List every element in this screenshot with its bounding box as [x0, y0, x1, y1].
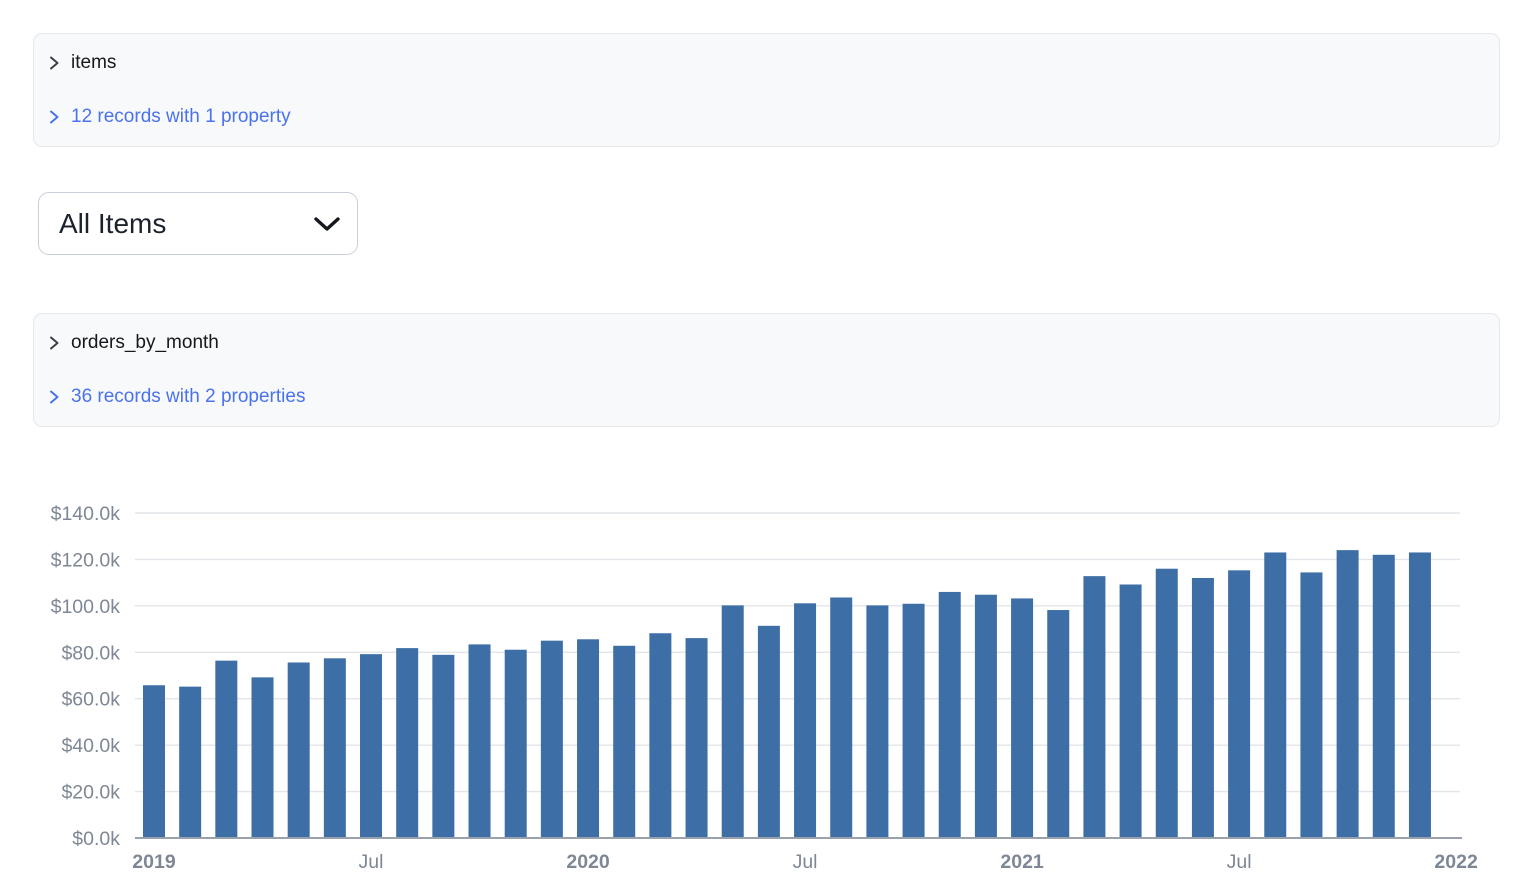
bar-2019-05 [287, 662, 310, 838]
bar-2021-05 [1155, 568, 1178, 838]
bar-2020-09 [866, 605, 889, 838]
items-records-toggle[interactable]: 12 records with 1 property [48, 104, 1478, 130]
x-tick-label: 2022 [1434, 851, 1478, 873]
bar-2021-06 [1191, 578, 1214, 838]
bar-2021-12 [1408, 552, 1431, 838]
bar-2019-04 [251, 677, 274, 838]
y-tick-label: $20.0k [61, 782, 120, 804]
y-tick-label: $80.0k [61, 642, 120, 664]
y-tick-label: $0.0k [72, 828, 120, 850]
records-summary-link: 12 records with 1 property [71, 106, 291, 127]
bar-2021-01 [1011, 598, 1034, 838]
bar-2019-06 [323, 658, 346, 838]
y-tick-label: $40.0k [61, 735, 120, 757]
bar-2020-12 [974, 594, 997, 838]
chevron-right-icon [50, 56, 59, 70]
bar-2019-02 [179, 686, 202, 838]
bar-2019-12 [540, 640, 563, 838]
bar-2020-05 [721, 605, 744, 838]
item-filter: All Items [38, 192, 358, 255]
items-result-panel: items 12 records with 1 property [33, 33, 1500, 147]
orders-bar-chart-svg: $0.0k $20.0k $40.0k $60.0k $80.0k $100.0k $120… [51, 503, 1478, 873]
bar-2020-01 [577, 639, 600, 838]
orders-result-panel: orders_by_month 36 records with 2 proper… [33, 313, 1500, 427]
orders-by-month-chart: $0.0k $20.0k $40.0k $60.0k $80.0k $100.0k $120… [33, 472, 1500, 884]
bar-2021-07 [1228, 570, 1251, 838]
bar-2020-03 [649, 633, 672, 838]
y-tick-label: $100.0k [51, 596, 121, 618]
collection-name: orders_by_month [71, 332, 219, 353]
y-tick-label: $140.0k [51, 503, 121, 525]
x-tick-label: Jul [359, 851, 384, 873]
orders-collection-toggle[interactable]: orders_by_month [48, 330, 1478, 356]
bar-2021-11 [1372, 554, 1395, 838]
bar-2019-09 [432, 654, 455, 838]
bar-2021-02 [1047, 610, 1070, 838]
bar-2021-03 [1083, 576, 1106, 838]
x-tick-label: 2020 [566, 851, 610, 873]
bar-2019-10 [468, 644, 491, 838]
item-filter-select[interactable]: All Items [38, 192, 358, 255]
bar-2019-07 [360, 654, 383, 838]
bar-2020-04 [685, 638, 708, 838]
orders-records-toggle[interactable]: 36 records with 2 properties [48, 384, 1478, 410]
bar-2019-08 [396, 648, 419, 838]
y-tick-label: $120.0k [51, 549, 121, 571]
x-tick-label: 2019 [132, 851, 176, 873]
bar-2020-11 [938, 591, 961, 838]
bar-2020-08 [830, 597, 853, 838]
bar-2019-03 [215, 660, 238, 838]
bar-2021-09 [1300, 572, 1323, 838]
y-tick-label: $60.0k [61, 689, 120, 711]
bar-2020-06 [757, 625, 780, 838]
bar-2020-10 [902, 603, 925, 838]
x-tick-label: Jul [793, 851, 818, 873]
bar-2021-10 [1336, 550, 1359, 838]
records-summary-link: 36 records with 2 properties [71, 386, 306, 407]
chevron-right-icon [50, 390, 59, 404]
x-tick-label: Jul [1227, 851, 1252, 873]
bar-2020-02 [613, 645, 636, 838]
bar-2020-07 [794, 603, 817, 838]
bar-2021-04 [1119, 584, 1142, 838]
bar-2021-08 [1264, 552, 1287, 838]
items-collection-toggle[interactable]: items [48, 50, 1478, 76]
chevron-right-icon [50, 336, 59, 350]
bar-2019-11 [504, 649, 527, 838]
x-tick-label: 2021 [1000, 851, 1044, 873]
collection-name: items [71, 52, 117, 73]
chevron-right-icon [50, 110, 59, 124]
bar-2019-01 [143, 685, 165, 838]
